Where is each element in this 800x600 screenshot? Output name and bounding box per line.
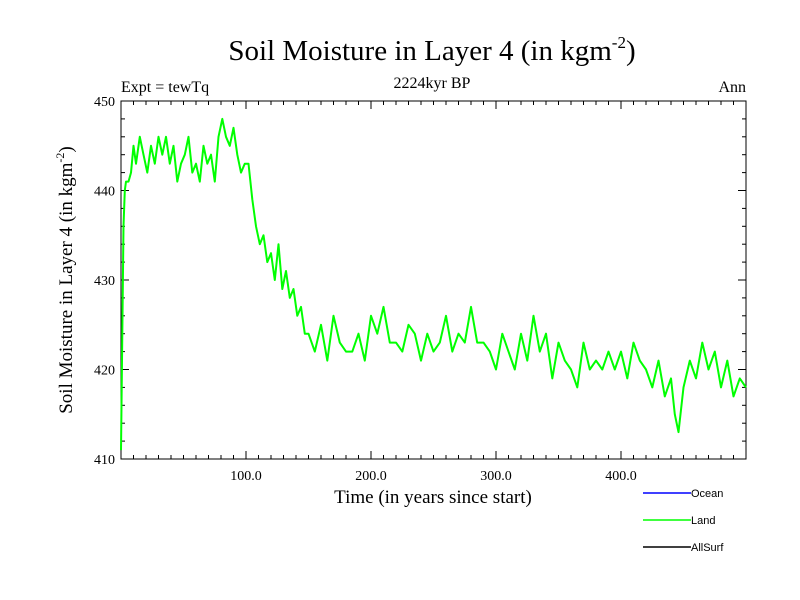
legend: Ocean Land AllSurf [643, 488, 724, 554]
y-tick-label: 440 [94, 185, 115, 200]
experiment-label: Expt = tewTq [121, 79, 209, 96]
y-axis-label-superscript: -2 [53, 153, 67, 163]
plot-area [120, 117, 747, 451]
legend-label-land: Land [691, 515, 715, 527]
x-tick-label: 300.0 [480, 469, 512, 484]
y-tick-label: 450 [94, 95, 115, 110]
land-series-line [120, 117, 747, 451]
y-axis-label-close: ) [56, 146, 77, 152]
chart-subtitle: 2224kyr BP [394, 75, 471, 92]
plot-frame [120, 100, 747, 460]
y-tick-label: 420 [94, 364, 115, 379]
y-axis-label: Soil Moisture in Layer 4 (in kgm-2) [53, 146, 77, 414]
chart-title-main: Soil Moisture in Layer 4 (in kgm [228, 35, 612, 67]
y-tick-label: 430 [94, 274, 115, 289]
legend-label-ocean: Ocean [691, 488, 723, 500]
x-axis-label: Time (in years since start) [334, 487, 532, 508]
chart-title-superscript: -2 [612, 33, 626, 52]
y-axis-label-main: Soil Moisture in Layer 4 (in kgm [56, 162, 77, 413]
chart-title: Soil Moisture in Layer 4 (in kgm-2) [228, 33, 635, 67]
period-label: Ann [718, 79, 746, 96]
axis-tick-labels: 100.0 200.0 300.0 400.0 410 420 430 440 450 [94, 95, 637, 484]
x-tick-label: 200.0 [355, 469, 387, 484]
legend-label-allsurf: AllSurf [691, 542, 724, 554]
x-tick-label: 100.0 [230, 469, 262, 484]
axis-ticks [121, 101, 746, 459]
chart-title-close: ) [626, 35, 636, 67]
y-tick-label: 410 [94, 453, 115, 468]
x-tick-label: 400.0 [605, 469, 637, 484]
